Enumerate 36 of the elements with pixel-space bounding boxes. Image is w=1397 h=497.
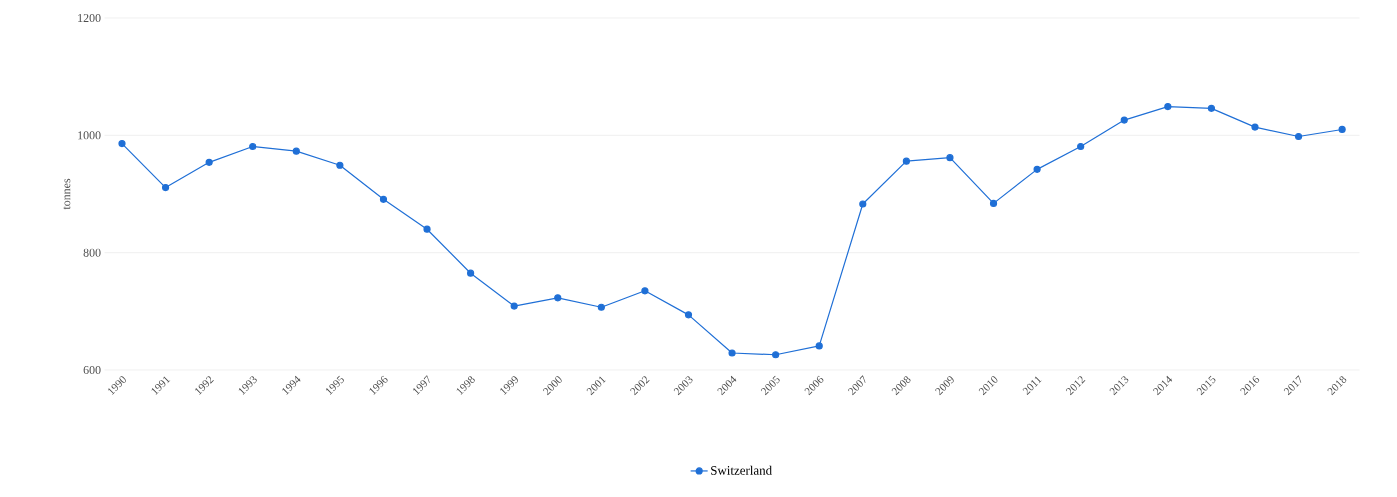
point (1164, 102, 1172, 111)
point (989, 199, 998, 207)
point (902, 157, 910, 165)
x-tick-label: 2001 (586, 376, 607, 396)
y-tick-label: 600 (83, 365, 101, 375)
point (1033, 165, 1041, 173)
point (1077, 142, 1085, 151)
point (423, 225, 431, 233)
y-tick-label: 1000 (78, 131, 101, 140)
y-tick-label: 800 (83, 248, 101, 257)
point (859, 200, 867, 208)
point (946, 154, 954, 162)
point (597, 303, 605, 311)
point (379, 195, 388, 203)
point (161, 183, 170, 192)
point (205, 158, 213, 166)
point (641, 287, 649, 295)
point (467, 269, 475, 277)
point (728, 349, 736, 357)
point (1294, 132, 1303, 141)
y-axis-title: tonnes (63, 178, 71, 210)
point (1251, 123, 1259, 131)
legend-label: Switzerland (711, 465, 772, 475)
point (118, 139, 126, 148)
point (1207, 104, 1216, 112)
point (684, 311, 693, 319)
point (1338, 125, 1346, 134)
point (249, 142, 257, 151)
point (1120, 116, 1128, 124)
y-tick-label: 1200 (78, 13, 101, 23)
point (554, 294, 562, 302)
point (772, 351, 780, 359)
point (510, 302, 518, 310)
point (815, 342, 823, 350)
point (292, 147, 300, 155)
point (336, 161, 344, 169)
